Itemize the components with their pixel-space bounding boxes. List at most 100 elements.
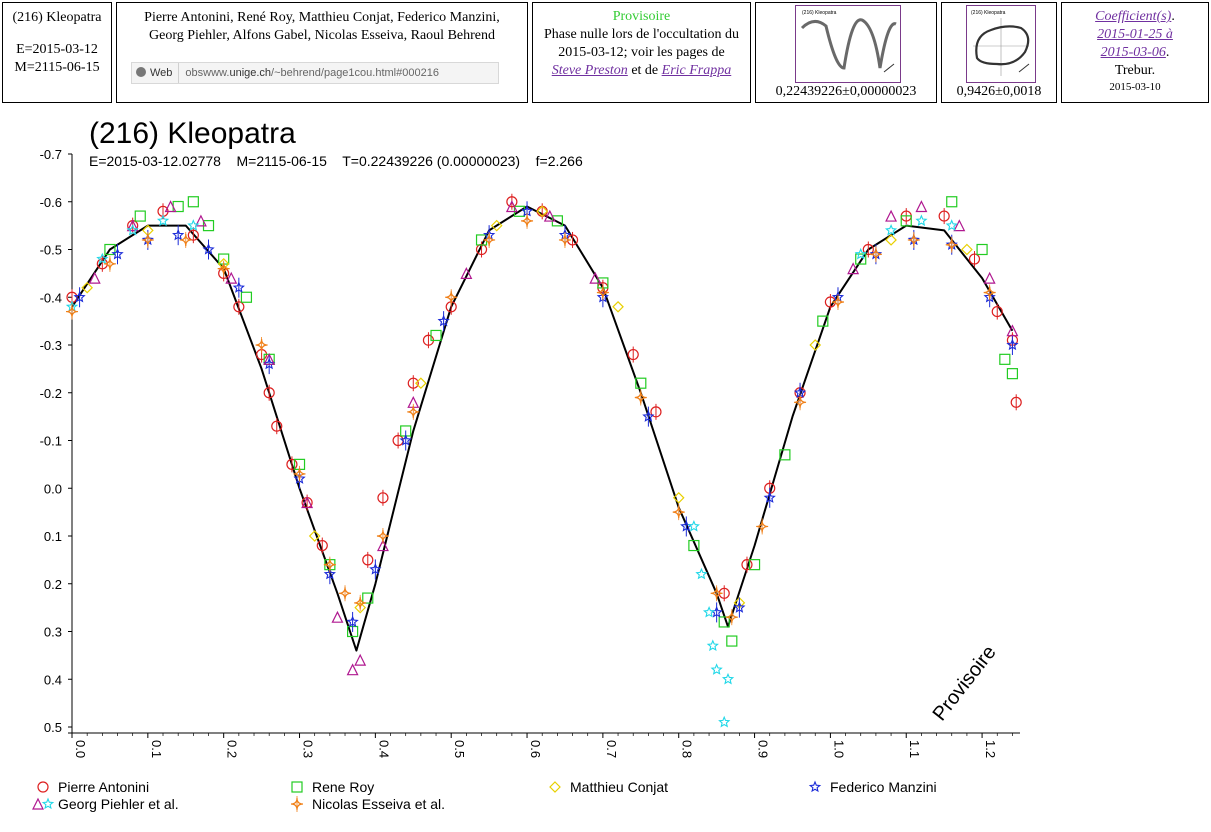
shape-thumb-title: (216) Kleopatra	[971, 10, 1006, 16]
y-tick-label: 0.0	[44, 481, 62, 496]
y-tick-label: -0.4	[40, 290, 62, 305]
shape-thumbnail[interactable]: (216) Kleopatra	[966, 5, 1036, 83]
coeff-author: Trebur.	[1114, 63, 1156, 78]
legend-label: Matthieu Conjat	[570, 779, 668, 795]
url-rest: /~behrend/page1cou.html#000216	[271, 67, 439, 79]
series-2	[81, 205, 973, 614]
data-point	[475, 234, 488, 246]
data-point	[331, 610, 344, 623]
data-point	[779, 449, 791, 461]
web-url-bar[interactable]: Web obswww.unige.ch/~behrend/page1cou.htm…	[131, 62, 499, 84]
link-date-start[interactable]: 2015-01-25 à	[1097, 27, 1173, 42]
coeff-date: 2015-03-10	[1109, 81, 1161, 93]
data-point	[126, 219, 139, 232]
x-tick-label: 0.3	[301, 740, 316, 758]
legend-marker	[808, 780, 822, 793]
data-point	[430, 329, 442, 342]
status-provisoire: Provisoire	[612, 9, 671, 24]
x-tick-label: 0.9	[756, 740, 771, 758]
x-tick-label: 1.1	[907, 740, 922, 758]
x-tick-label: 0.7	[604, 740, 619, 758]
data-point	[983, 271, 996, 284]
x-tick-label: 0.1	[149, 740, 164, 758]
data-point	[635, 377, 647, 389]
epoch-label: E=2015-03-12	[16, 42, 98, 57]
x-tick-label: 0.5	[452, 740, 467, 758]
data-point	[915, 214, 928, 227]
web-button[interactable]: Web	[132, 63, 180, 83]
legend-label: Pierre Antonini	[58, 779, 149, 795]
mid-label: M=2115-06-15	[14, 60, 100, 75]
y-tick-label: 0.1	[44, 529, 62, 544]
data-point	[945, 219, 958, 231]
x-tick-label: 0.2	[225, 740, 240, 758]
coeff-line-1: Coefficient(s).	[1095, 9, 1175, 24]
series-6	[65, 212, 996, 626]
data-point	[718, 616, 730, 628]
data-point	[718, 715, 731, 728]
data-point	[695, 567, 708, 580]
data-point	[81, 281, 94, 294]
data-point	[687, 519, 700, 532]
y-tick-label: -0.6	[40, 195, 62, 210]
legend-label: Rene Roy	[312, 779, 374, 795]
header-cell-amplitude: (216) Kleopatra 0,9426±0,0018	[941, 2, 1057, 103]
data-point	[308, 530, 321, 542]
data-point	[847, 262, 860, 275]
legend-label: Nicolas Esseiva et al.	[312, 796, 445, 812]
legend-item: Georg Piehler et al.	[32, 796, 179, 812]
data-point	[96, 252, 109, 265]
web-url[interactable]: obswww.unige.ch/~behrend/page1cou.html#0…	[179, 67, 439, 79]
data-point	[362, 592, 374, 604]
lightcurve-thumbnail[interactable]: (216) Kleopatra	[795, 5, 901, 83]
fit-curve-line	[71, 205, 1014, 652]
y-tick-label: -0.7	[40, 147, 62, 162]
x-tick-label: 1.2	[983, 740, 998, 758]
thumb-title: (216) Kleopatra	[802, 10, 837, 16]
legend-item: Nicolas Esseiva et al.	[290, 796, 445, 812]
y-tick-label: -0.3	[40, 338, 62, 353]
y-tick-label: 0.2	[44, 577, 62, 592]
data-point	[415, 377, 427, 390]
data-point	[854, 247, 867, 260]
fit-curve	[71, 205, 1014, 652]
data-point	[726, 635, 738, 647]
data-point	[809, 339, 822, 351]
series-5	[65, 214, 958, 728]
chart-legend: Pierre Antonini Rene Roy Matthieu Conjat Fe…	[32, 779, 937, 812]
data-point	[706, 639, 719, 652]
data-point	[961, 243, 973, 256]
data-point	[1006, 368, 1019, 380]
link-eric-frappa[interactable]: Eric Frappa	[661, 63, 732, 78]
url-prefix: obswww.	[185, 67, 230, 79]
legend-label: Georg Piehler et al.	[58, 796, 179, 812]
x-tick-label: 0.4	[376, 740, 391, 758]
data-point	[900, 215, 912, 227]
url-domain: unige.ch	[229, 67, 272, 79]
data-point	[702, 605, 716, 618]
data-point	[817, 315, 829, 327]
data-point	[688, 539, 700, 552]
period-value: 0,22439226±0,00000023	[775, 84, 917, 99]
observers-line-1: Pierre Antonini, René Roy, Matthieu Conj…	[144, 10, 500, 25]
data-point	[915, 200, 928, 213]
phase-line-3: Steve Preston et de Eric Frappa	[533, 62, 750, 80]
header-cell-coefficients: Coefficient(s). 2015-01-25 à 2015-03-06.…	[1061, 2, 1209, 103]
lightcurve-chart: (216) Kleopatra E=2015-03-12.02778 M=211…	[32, 117, 1022, 812]
link-date-end[interactable]: 2015-03-06	[1100, 45, 1166, 60]
x-tick-label: 0.6	[528, 740, 543, 758]
link-coefficients[interactable]: Coefficient(s)	[1095, 9, 1172, 24]
legend-marker	[41, 797, 55, 810]
thumb-curve	[800, 18, 897, 70]
phase-line-1: Phase nulle lors de l'occultation du	[544, 27, 739, 42]
link-steve-preston[interactable]: Steve Preston	[551, 63, 628, 78]
data-point	[460, 267, 473, 279]
watermark-provisoire: Provisoire	[929, 641, 1001, 725]
data-point	[999, 353, 1011, 365]
header-cell-name: (216) Kleopatra E=2015-03-12 M=2115-06-1…	[2, 2, 112, 103]
data-point	[953, 219, 966, 232]
data-point	[354, 601, 367, 614]
observers-line-2: Georg Piehler, Alfons Gabel, Nicolas Ess…	[149, 28, 495, 43]
data-point	[194, 214, 207, 227]
header-cell-phase: Provisoire Phase nulle lors de l'occulta…	[532, 2, 751, 103]
